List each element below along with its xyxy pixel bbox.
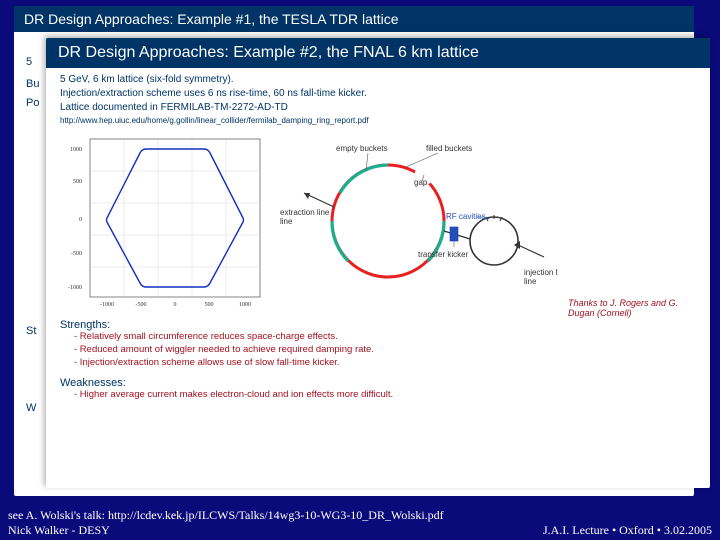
label-transfer: transfer kicker — [418, 250, 469, 259]
hex-lattice-plot: 1000 500 0 -500 -1000 -1000 -500 0 500 1… — [60, 131, 270, 311]
svg-text:line: line — [280, 217, 293, 226]
label-filled: filled buckets — [426, 144, 472, 153]
label-rfcav: RF cavities — [446, 212, 486, 221]
front-slide-title: DR Design Approaches: Example #2, the FN… — [46, 38, 710, 68]
text-line: Injection/extraction scheme uses 6 ns ri… — [60, 88, 696, 99]
weakness-item: - Higher average current makes electron-… — [74, 389, 696, 402]
credit-text: Thanks to J. Rogers and G. Dugan (Cornel… — [568, 298, 698, 318]
weaknesses-label: Weaknesses: — [60, 377, 696, 389]
figure-row: 1000 500 0 -500 -1000 -1000 -500 0 500 1… — [60, 131, 696, 311]
text-line: 5 GeV, 6 km lattice (six-fold symmetry). — [60, 74, 696, 85]
svg-text:0: 0 — [174, 302, 177, 308]
back-slide-title: DR Design Approaches: Example #1, the TE… — [14, 6, 694, 32]
svg-text:1000: 1000 — [70, 147, 82, 153]
front-slide-content: 5 GeV, 6 km lattice (six-fold symmetry).… — [46, 68, 710, 406]
label-injection: injection line — [524, 268, 558, 277]
ring-diagram: empty buckets filled buckets gap extract… — [278, 131, 558, 311]
svg-text:-1000: -1000 — [100, 302, 114, 308]
slide-footer: see A. Wolski's talk: http://lcdev.kek.j… — [8, 508, 712, 538]
footer-lecture: J.A.I. Lecture • Oxford • 3.02.2005 — [543, 523, 712, 538]
label-empty: empty buckets — [336, 144, 388, 153]
footer-ref: see A. Wolski's talk: http://lcdev.kek.j… — [8, 508, 712, 523]
label-gap: gap — [414, 178, 428, 187]
svg-text:1000: 1000 — [239, 302, 251, 308]
svg-text:0: 0 — [79, 217, 82, 223]
strength-item: - Reduced amount of wiggler needed to ac… — [74, 344, 696, 357]
text-line: Lattice documented in FERMILAB-TM-2272-A… — [60, 102, 696, 113]
strengths-label: Strengths: — [60, 319, 696, 331]
strength-item: - Injection/extraction scheme allows use… — [74, 357, 696, 370]
footer-author: Nick Walker - DESY — [8, 523, 110, 538]
svg-text:500: 500 — [73, 179, 82, 185]
strength-item: - Relatively small circumference reduces… — [74, 331, 696, 344]
label-extraction: extraction line — [280, 208, 330, 217]
foreground-slide: DR Design Approaches: Example #2, the FN… — [46, 38, 710, 488]
svg-text:-500: -500 — [136, 302, 147, 308]
svg-text:500: 500 — [205, 302, 214, 308]
svg-text:-500: -500 — [71, 251, 82, 257]
svg-text:-1000: -1000 — [68, 285, 82, 291]
svg-text:line: line — [524, 277, 537, 286]
doc-url: http://www.hep.uiuc.edu/home/g.gollin/li… — [60, 116, 696, 125]
